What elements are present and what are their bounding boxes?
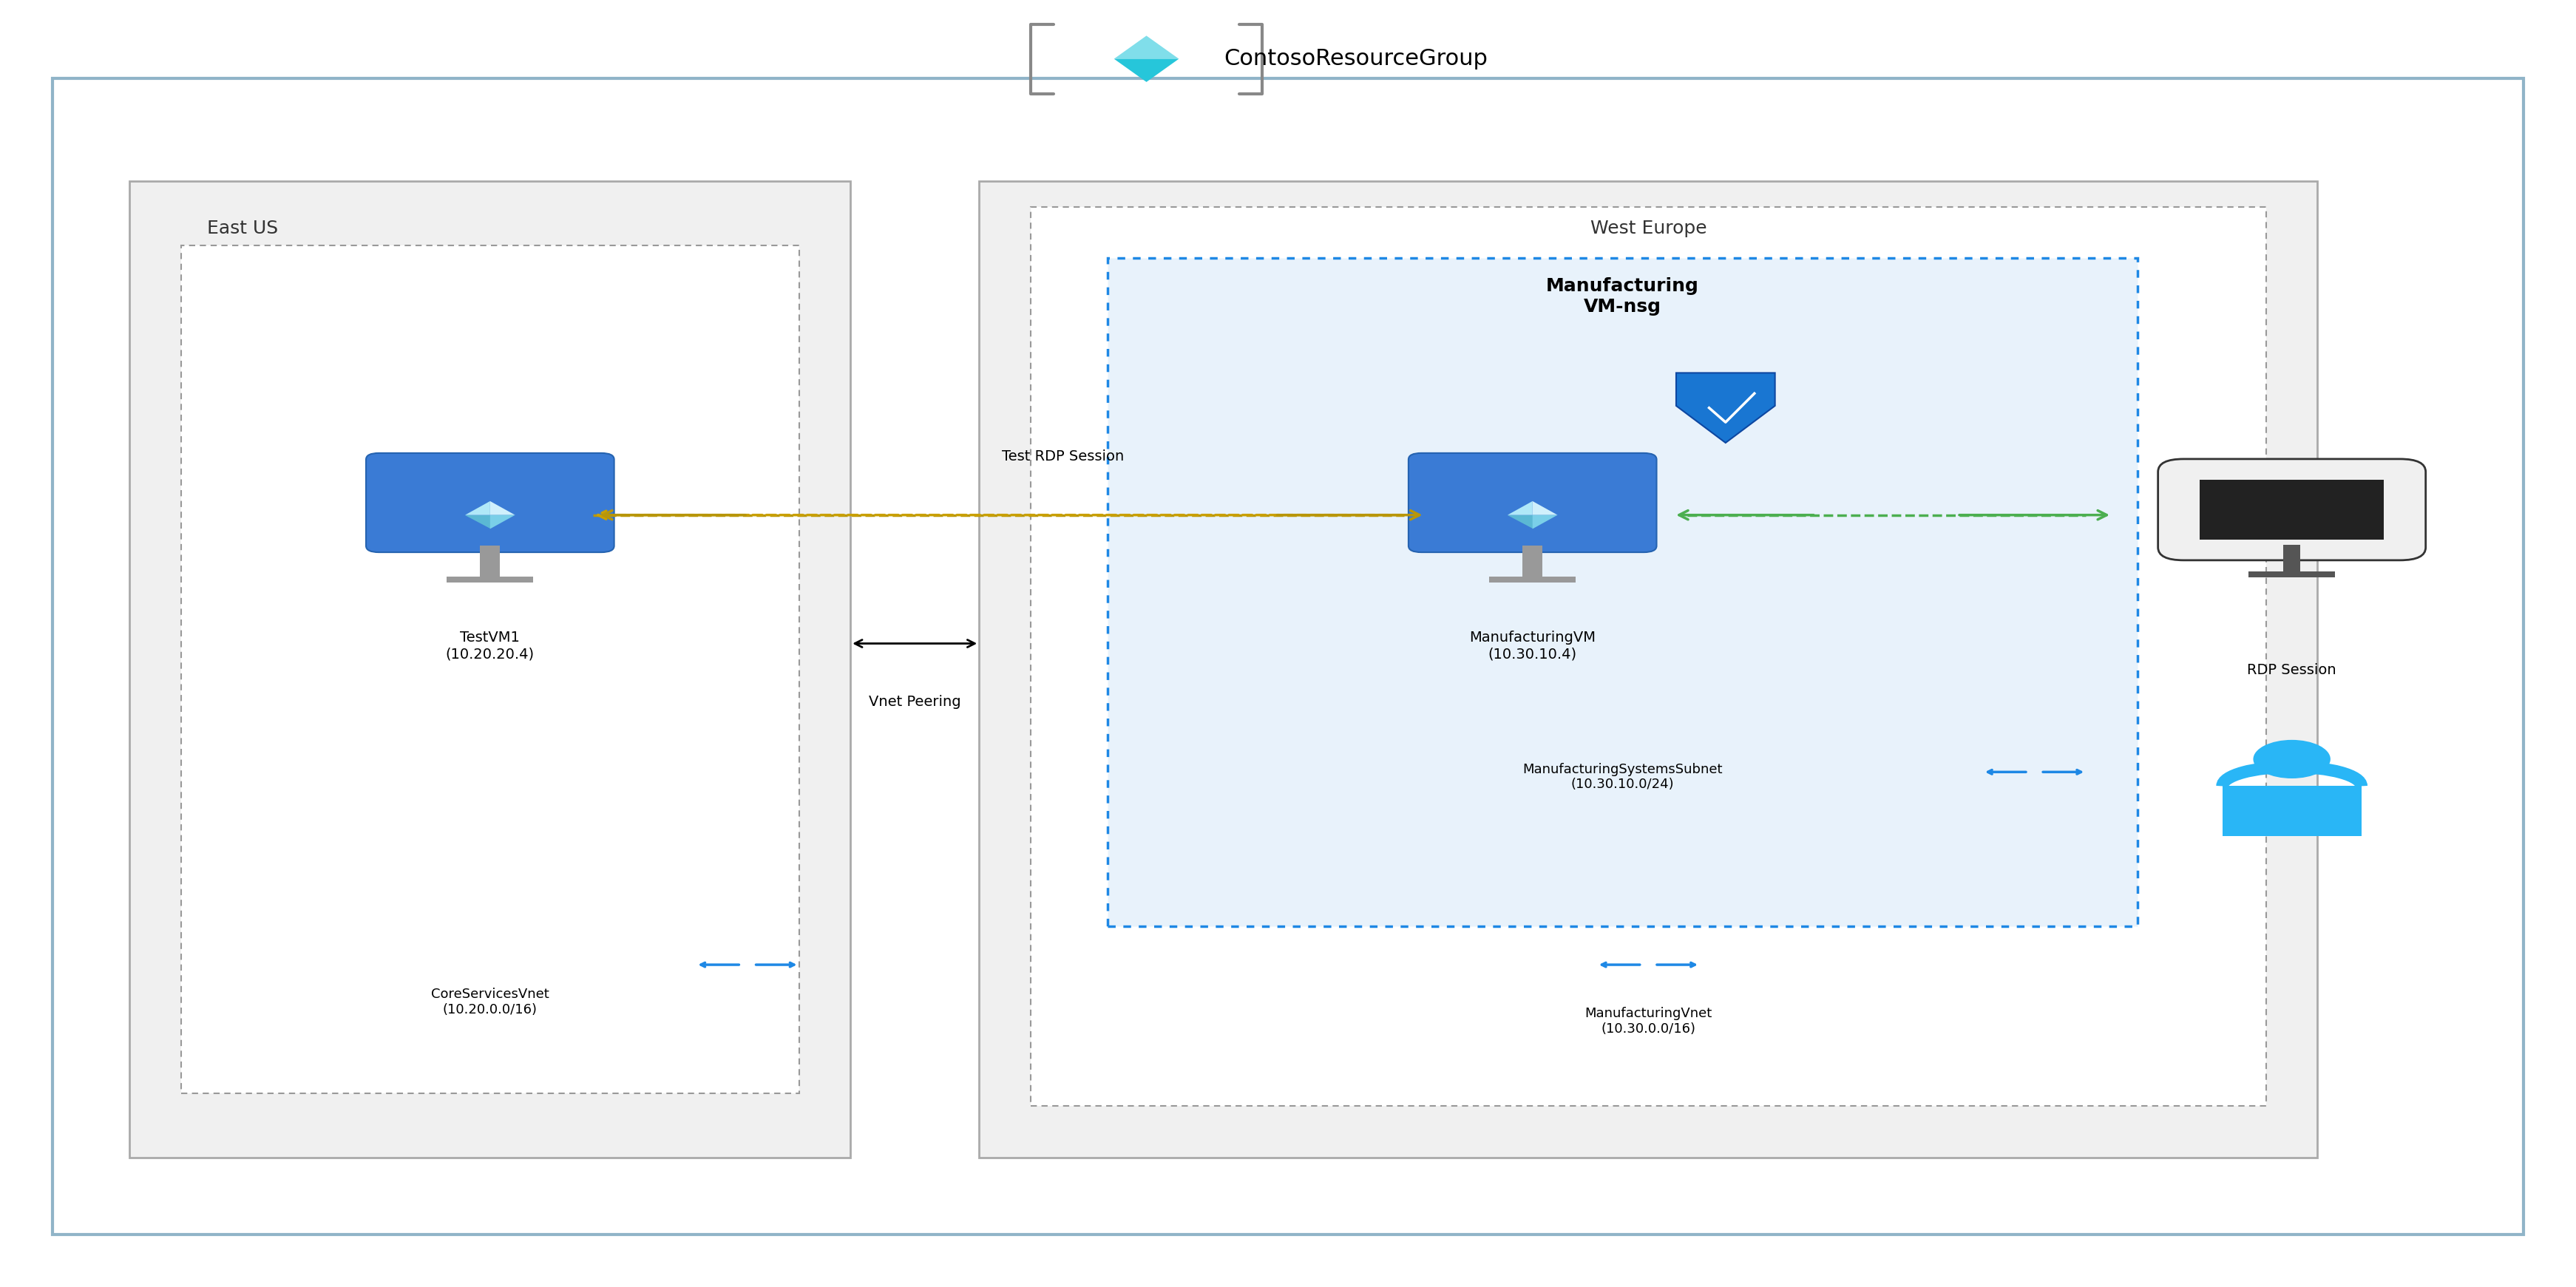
PathPatch shape	[1677, 373, 1775, 443]
Polygon shape	[1507, 501, 1533, 515]
FancyBboxPatch shape	[52, 79, 2524, 1234]
Text: ContosoResourceGroup: ContosoResourceGroup	[1224, 48, 1486, 69]
Polygon shape	[1507, 515, 1533, 529]
Bar	[1108, 257, 2138, 927]
Polygon shape	[1533, 515, 1558, 529]
Text: TestVM1
(10.20.20.4): TestVM1 (10.20.20.4)	[446, 631, 533, 662]
Polygon shape	[1533, 501, 1558, 515]
FancyBboxPatch shape	[129, 181, 850, 1157]
Bar	[1030, 207, 2267, 1106]
Polygon shape	[1113, 59, 1180, 82]
Polygon shape	[466, 515, 489, 529]
Bar	[479, 546, 500, 579]
Text: ManufacturingVM
(10.30.10.4): ManufacturingVM (10.30.10.4)	[1468, 631, 1595, 662]
Polygon shape	[489, 501, 515, 515]
Polygon shape	[466, 501, 489, 515]
Text: Vnet Peering: Vnet Peering	[868, 695, 961, 709]
Bar	[446, 577, 533, 583]
Text: Manufacturing
VM-nsg: Manufacturing VM-nsg	[1546, 277, 1700, 315]
Text: ManufacturingVnet
(10.30.0.0/16): ManufacturingVnet (10.30.0.0/16)	[1584, 1006, 1713, 1036]
Bar	[2200, 480, 2383, 539]
Text: CoreServicesVnet
(10.20.0.0/16): CoreServicesVnet (10.20.0.0/16)	[430, 987, 549, 1017]
Bar	[1522, 546, 1543, 579]
Polygon shape	[489, 515, 515, 529]
Text: East US: East US	[206, 220, 278, 237]
Bar	[2249, 571, 2334, 577]
Text: ManufacturingSystemsSubnet
(10.30.10.0/24): ManufacturingSystemsSubnet (10.30.10.0/2…	[1522, 763, 1723, 792]
FancyBboxPatch shape	[1409, 453, 1656, 552]
FancyBboxPatch shape	[2159, 459, 2427, 560]
Circle shape	[2254, 740, 2331, 779]
FancyBboxPatch shape	[366, 453, 613, 552]
Bar	[2282, 544, 2300, 574]
Text: RDP Session: RDP Session	[2246, 663, 2336, 677]
Text: Test RDP Session: Test RDP Session	[1002, 449, 1123, 463]
FancyBboxPatch shape	[1159, 373, 2087, 862]
Polygon shape	[2223, 786, 2362, 837]
Polygon shape	[1113, 36, 1180, 59]
Bar	[180, 245, 799, 1093]
Text: West Europe: West Europe	[1589, 220, 1708, 237]
FancyBboxPatch shape	[979, 181, 2318, 1157]
Bar	[1489, 577, 1577, 583]
